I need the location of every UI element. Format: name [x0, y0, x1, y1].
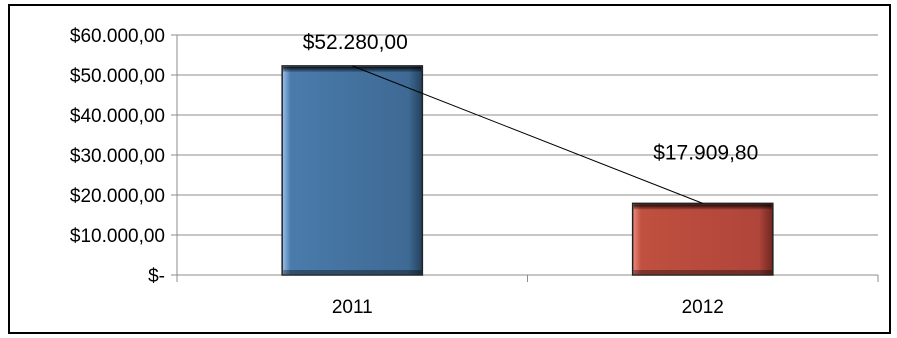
- bar-2011: [281, 65, 424, 276]
- bar-bevel-bottom: [283, 270, 422, 274]
- data-label: $52.280,00: [303, 31, 408, 54]
- connector-line: [352, 65, 703, 204]
- bar-bevel-bottom: [633, 270, 772, 274]
- y-tick-label: $20.000,00: [70, 186, 165, 207]
- bar: [281, 65, 424, 276]
- y-tick-label: $60.000,00: [70, 26, 165, 47]
- y-tick-label: $10.000,00: [70, 226, 165, 247]
- y-tick-label: $50.000,00: [70, 66, 165, 87]
- y-tick-label: $40.000,00: [70, 106, 165, 127]
- bar-2012: [631, 202, 774, 276]
- bar-bevel-top: [633, 204, 772, 210]
- y-tick-label: $30.000,00: [70, 146, 165, 167]
- data-label: $17.909,80: [653, 141, 758, 164]
- x-tick-label: 2011: [332, 297, 373, 318]
- chart-frame: [8, 4, 891, 334]
- bar-bevel-top: [283, 66, 422, 72]
- bar: [631, 202, 774, 276]
- y-tick-label: $-: [148, 266, 165, 287]
- x-tick-label: 2012: [682, 297, 724, 318]
